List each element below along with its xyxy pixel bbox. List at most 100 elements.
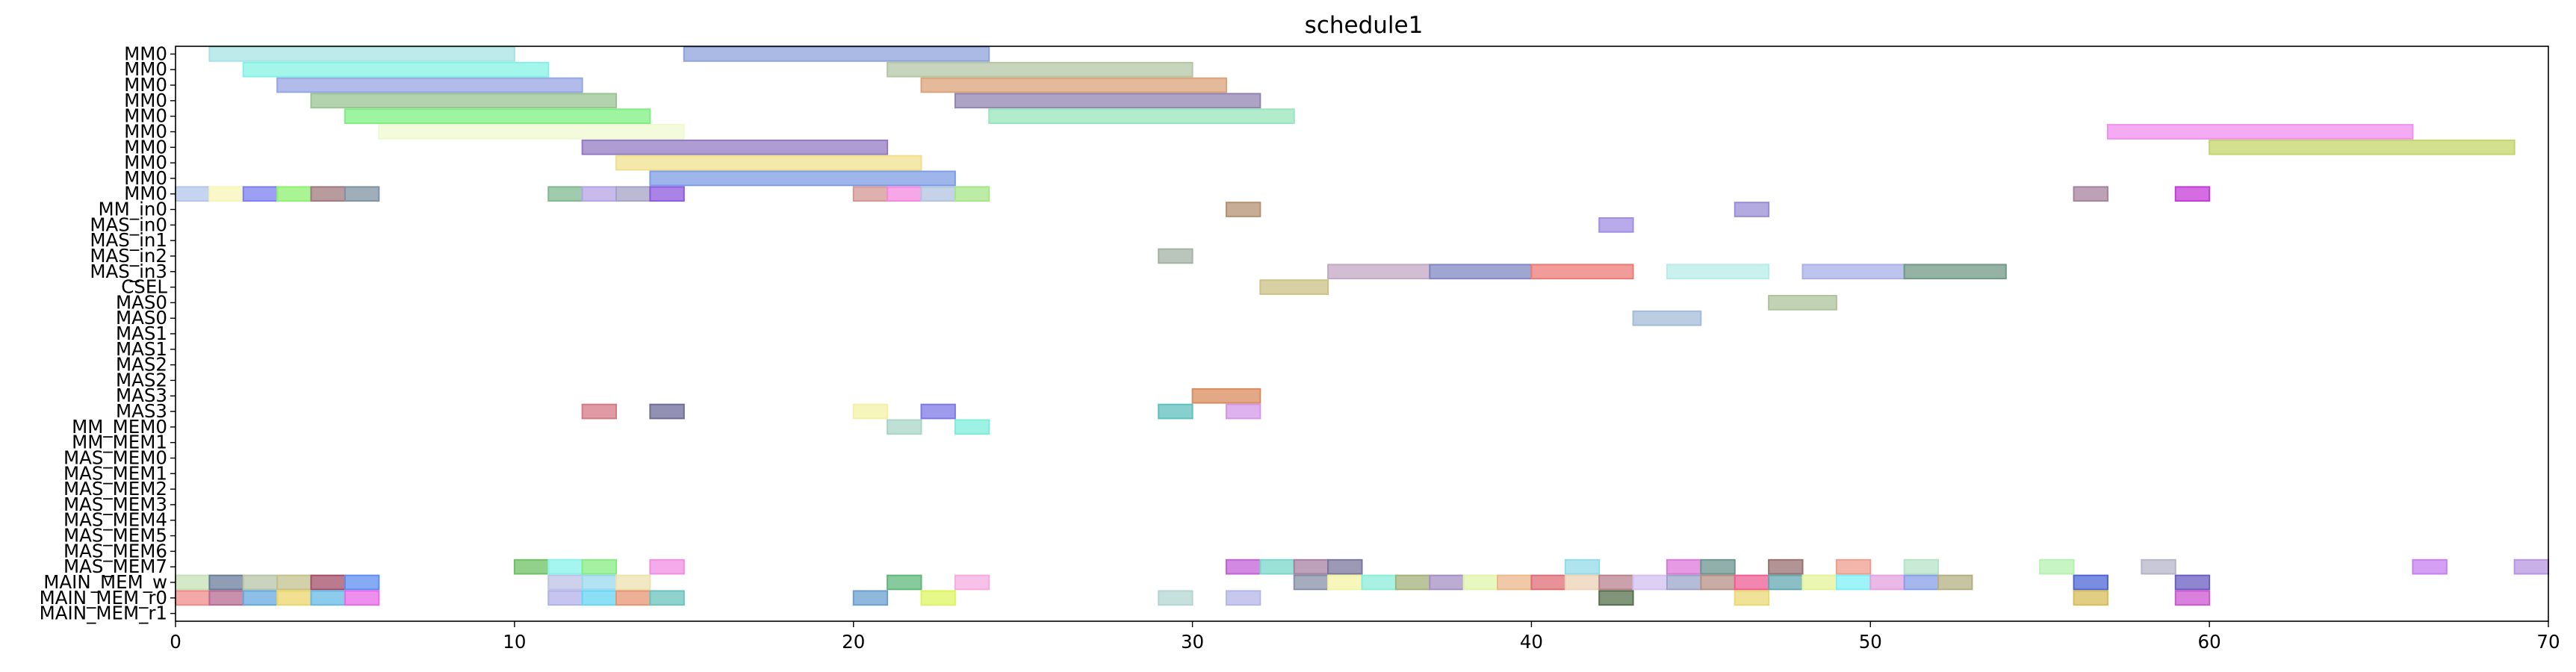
schedule-bar — [887, 186, 922, 202]
schedule-bar — [513, 559, 550, 575]
y-tick-label: MAS_MEM7 — [63, 556, 167, 577]
schedule-bar — [1801, 264, 1905, 280]
schedule-bar — [1259, 279, 1329, 295]
schedule-bar — [887, 419, 922, 435]
schedule-bar — [1462, 574, 1499, 591]
schedule-bar — [954, 574, 990, 591]
schedule-bar — [242, 186, 279, 202]
schedule-bar — [344, 574, 380, 591]
schedule-bar — [1666, 574, 1702, 591]
schedule-bar — [683, 46, 990, 62]
schedule-bar — [649, 590, 685, 606]
schedule-bar — [1632, 310, 1702, 326]
schedule-bar — [1293, 574, 1329, 591]
x-tick-label: 70 — [2536, 631, 2560, 653]
x-tick-label: 10 — [503, 631, 526, 653]
schedule-bar — [547, 590, 583, 606]
schedule-bar — [310, 93, 618, 109]
schedule-bar — [1429, 264, 1533, 280]
y-tick-label: MM0 — [124, 120, 167, 142]
schedule-bar — [2073, 186, 2108, 202]
schedule-bar — [1327, 264, 1431, 280]
schedule-bar — [1158, 248, 1194, 264]
schedule-bar — [887, 574, 922, 591]
schedule-bar — [344, 186, 380, 202]
schedule-bar — [208, 590, 244, 606]
schedule-bar — [954, 419, 990, 435]
y-tick-label: MM_in0 — [99, 199, 167, 220]
y-tick-label: MM0 — [124, 105, 167, 127]
schedule-bar — [1734, 590, 1770, 606]
y-tick-label: MM0 — [124, 74, 167, 96]
schedule-bar — [2174, 590, 2211, 606]
schedule-bar — [920, 186, 956, 202]
schedule-bar — [1530, 574, 1566, 591]
schedule-bar — [1225, 559, 1261, 575]
chart-title: schedule1 — [1305, 12, 1424, 39]
schedule-bar — [1293, 559, 1329, 575]
y-tick-label: MAS_in0 — [90, 214, 167, 235]
schedule-bar — [2039, 559, 2075, 575]
y-tick-label: MAIN_MEM_w — [43, 571, 167, 593]
schedule-bar — [2073, 574, 2108, 591]
schedule-bar — [1225, 590, 1261, 606]
schedule-bar — [1903, 559, 1940, 575]
y-tick-label: MAIN_MEM_r0 — [40, 587, 167, 609]
schedule-bar — [581, 186, 618, 202]
y-tick-label: MAIN_MEM_r1 — [40, 603, 167, 624]
schedule-bar — [1158, 403, 1194, 420]
x-axis: 0 10 20 30 40 50 60 70 — [170, 621, 2560, 653]
schedule-bar — [547, 574, 583, 591]
schedule-bar — [1768, 559, 1804, 575]
schedule-bar — [344, 590, 380, 606]
schedule-bar — [2412, 559, 2448, 575]
schedule-bar — [1835, 559, 1872, 575]
schedule-bar — [175, 186, 211, 202]
schedule-bar — [547, 559, 583, 575]
y-tick-label: MAS2 — [116, 369, 167, 391]
y-tick-label: MAS1 — [116, 323, 167, 344]
schedule-bar — [649, 170, 956, 187]
schedule-bar — [276, 574, 312, 591]
y-tick-label: MAS_in1 — [90, 229, 167, 251]
schedule-bar — [1394, 574, 1431, 591]
x-tick-label: 0 — [170, 631, 181, 653]
schedule-bar — [988, 108, 1295, 125]
y-tick-label: MM0 — [124, 183, 167, 205]
y-tick-label: MAS_MEM5 — [63, 525, 167, 547]
y-tick-label: MM0 — [124, 90, 167, 111]
schedule-bar — [615, 155, 922, 171]
schedule-bar — [276, 186, 312, 202]
schedule-bar — [2209, 139, 2516, 155]
bars-layer — [175, 46, 2549, 606]
schedule-bar — [852, 403, 889, 420]
y-tick-label: MM0 — [124, 152, 167, 173]
schedule-bar — [2513, 559, 2549, 575]
schedule-bar — [1700, 574, 1736, 591]
y-tick-label: MM0 — [124, 58, 167, 80]
y-tick-label: MAS_MEM2 — [63, 478, 167, 500]
x-tick-label: 40 — [1520, 631, 1543, 653]
y-tick-label: MM_MEM1 — [72, 432, 167, 453]
schedule-bar — [310, 590, 346, 606]
schedule-bar — [242, 574, 279, 591]
y-tick-label: MAS_in2 — [90, 245, 167, 267]
schedule-bar — [649, 403, 685, 420]
x-tick-label: 20 — [842, 631, 865, 653]
schedule-bar — [581, 590, 618, 606]
y-tick-label: MAS_MEM6 — [63, 540, 167, 561]
schedule-bar — [1564, 559, 1601, 575]
schedule-bar — [649, 559, 685, 575]
y-tick-label: MAS_MEM1 — [63, 462, 167, 484]
schedule-bar — [615, 574, 651, 591]
y-tick-label: MAS3 — [116, 385, 167, 406]
schedule-bar — [887, 61, 1194, 78]
schedule-bar — [1666, 559, 1702, 575]
schedule-bar — [1259, 559, 1295, 575]
schedule-bar — [581, 559, 618, 575]
schedule-bar — [2174, 574, 2211, 591]
schedule-bar — [1700, 559, 1736, 575]
y-tick-label: MAS0 — [116, 291, 167, 313]
schedule-bar — [852, 186, 889, 202]
